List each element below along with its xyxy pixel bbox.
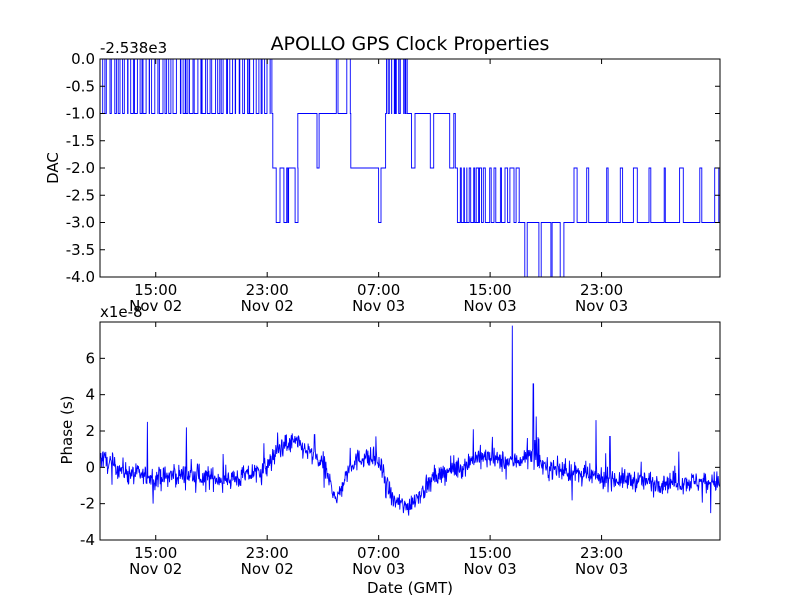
phase-x-tick-time-label: 15:00 [134,544,177,562]
dac-x-tick-date-label: Nov 02 [129,297,182,315]
phase-series-line [100,325,720,516]
dac-y-tick-label: -3.5 [66,241,95,259]
phase-y-tick-label: 2 [85,422,95,440]
dac-y-tick-label: -0.5 [66,77,95,95]
dac-y-tick-label: -3.0 [66,214,95,232]
dac-panel: APOLLO GPS Clock Properties -2.538e3 DAC… [44,33,721,315]
phase-y-tick-label: -2 [80,495,95,513]
phase-x-axis-label: Date (GMT) [367,579,453,597]
phase-x-tick-date-label: Nov 02 [129,560,182,578]
dac-x-tick-time-label: 23:00 [580,281,623,299]
dac-offset-label: -2.538e3 [100,39,167,57]
phase-x-tick-time-label: 23:00 [580,544,623,562]
dac-x-tick-date-label: Nov 03 [464,297,517,315]
phase-x-tick-date-label: Nov 03 [575,560,628,578]
dac-y-tick-label: -2.0 [66,159,95,177]
dac-plot-area: 0.0 -0.5 -1.0 -1.5 -2.0 -2.5 -3.0 -3.5 -4.0 15:00… [66,50,721,315]
dac-series-line [100,59,720,277]
dac-x-tick-date-label: Nov 02 [241,297,294,315]
phase-x-tick-time-label: 07:00 [357,544,400,562]
phase-y-tick-label: 4 [85,386,95,404]
phase-y-tick-label: -4 [80,531,95,549]
phase-x-tick-date-label: Nov 03 [352,560,405,578]
dac-y-tick-label: -2.5 [66,186,95,204]
dac-x-tick-time-label: 07:00 [357,281,400,299]
phase-y-tick-label: 6 [85,349,95,367]
dac-x-tick-date-label: Nov 03 [352,297,405,315]
phase-y-tick-label: 0 [85,458,95,476]
phase-x-tick-date-label: Nov 02 [241,560,294,578]
phase-y-axis-label: Phase (s) [58,395,76,464]
dac-y-tick-label: -4.0 [66,268,95,286]
dac-x-tick-time-label: 23:00 [246,281,289,299]
dac-y-axis-label: DAC [44,152,62,184]
chart-title: APOLLO GPS Clock Properties [271,33,550,55]
dac-y-tick-label: 0.0 [71,50,95,68]
phase-x-tick-time-label: 23:00 [246,544,289,562]
dac-x-tick-time-label: 15:00 [468,281,511,299]
dac-y-tick-label: -1.0 [66,105,95,123]
dac-x-tick-time-label: 15:00 [134,281,177,299]
phase-x-tick-date-label: Nov 03 [464,560,517,578]
dac-x-tick-date-label: Nov 03 [575,297,628,315]
phase-x-tick-time-label: 15:00 [468,544,511,562]
phase-offset-label: x1e-8 [100,303,143,321]
dac-y-tick-label: -1.5 [66,132,95,150]
phase-panel: x1e-8 Phase (s) Date (GMT) 6 4 2 0 -2 -4 15:00… [58,303,721,597]
